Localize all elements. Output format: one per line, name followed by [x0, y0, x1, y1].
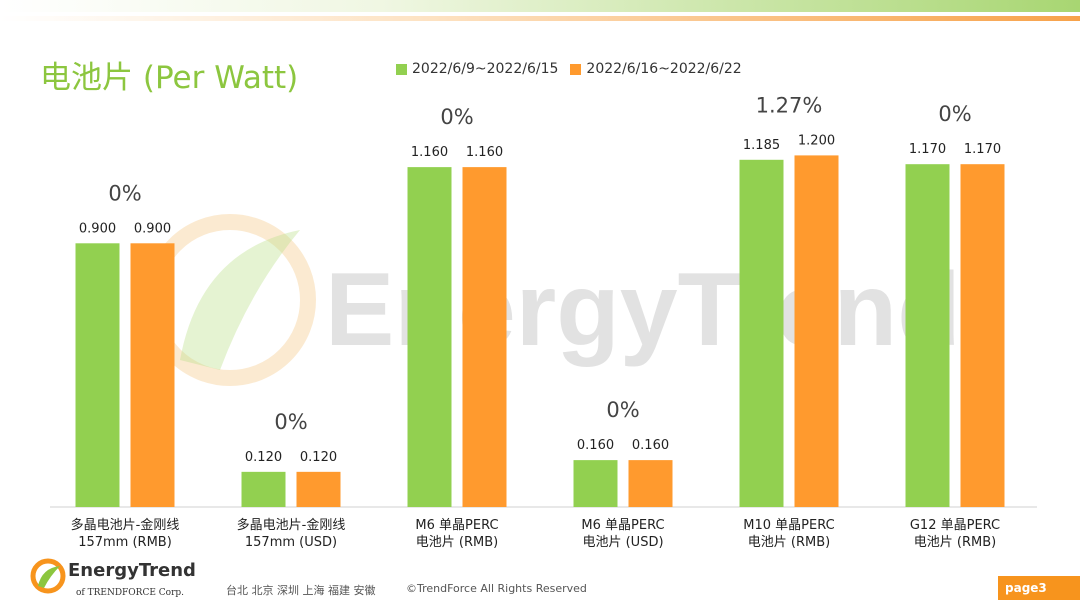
top-accent-bar-orange — [0, 16, 1080, 21]
bar-3-series-1 — [407, 167, 452, 507]
bar-1-series-2 — [130, 243, 175, 508]
x-tick-label-6-line-1: G12 单晶PERC — [910, 518, 1000, 533]
x-tick-label-3-line-1: M6 单晶PERC — [415, 518, 498, 533]
x-tick-label-4-line-2: 电池片 (USD) — [582, 535, 663, 550]
x-tick-label-5-line-1: M10 单晶PERC — [743, 518, 834, 533]
page-title: 电池片 (Per Watt) — [40, 60, 299, 96]
bar-2-series-2 — [296, 471, 341, 507]
bar-value-label-2-series-1: 0.120 — [245, 450, 282, 465]
bar-value-label-6-series-2: 1.170 — [964, 142, 1001, 157]
bar-5-series-2 — [794, 155, 839, 507]
bar-value-label-3-series-1: 1.160 — [411, 145, 448, 160]
bar-value-label-6-series-1: 1.170 — [909, 142, 946, 157]
x-tick-label-2-line-1: 多晶电池片-金刚线 — [237, 517, 346, 533]
x-tick-label-1-line-1: 多晶电池片-金刚线 — [71, 517, 180, 533]
bar-6-series-1 — [905, 164, 950, 507]
bar-value-label-2-series-2: 0.120 — [300, 450, 337, 465]
change-label-3: 0% — [440, 105, 473, 129]
bar-value-label-4-series-2: 0.160 — [632, 438, 669, 453]
x-tick-label-5-line-2: 电池片 (RMB) — [748, 535, 830, 550]
bar-value-label-5-series-1: 1.185 — [743, 138, 780, 153]
footer-copyright: ©TrendForce All Rights Reserved — [406, 582, 587, 595]
bar-value-label-1-series-2: 0.900 — [134, 221, 171, 236]
bar-4-series-1 — [573, 460, 618, 507]
bar-4-series-2 — [628, 460, 673, 507]
bar-value-label-5-series-2: 1.200 — [798, 133, 835, 148]
x-tick-label-2-line-2: 157mm (USD) — [245, 535, 337, 550]
bar-value-label-4-series-1: 0.160 — [577, 438, 614, 453]
x-tick-label-3-line-2: 电池片 (RMB) — [416, 535, 498, 550]
bar-3-series-2 — [462, 167, 507, 507]
bar-5-series-1 — [739, 159, 784, 508]
footer-cities: 台北 北京 深圳 上海 福建 安徽 — [226, 584, 376, 597]
legend-label-series-2: 2022/6/16~2022/6/22 — [586, 61, 742, 77]
bar-1-series-1 — [75, 243, 120, 508]
bars-layer: 0.900 0.900 0% 多晶电池片-金刚线 157mm (RMB) 0.120 0.1… — [71, 93, 1005, 550]
legend-item-series-1: 2022/6/9~2022/6/15 — [396, 61, 558, 77]
legend-item-series-2: 2022/6/16~2022/6/22 — [570, 61, 742, 77]
top-accent-bar-green — [0, 0, 1080, 12]
energytrend-logo-icon — [30, 558, 66, 594]
logo-subtext: of TRENDFORCE Corp. — [76, 588, 184, 598]
watermark: EnergyTrend — [144, 214, 961, 386]
change-label-2: 0% — [274, 410, 307, 434]
legend-swatch-series-2 — [570, 63, 582, 75]
change-label-4: 0% — [606, 398, 639, 422]
bar-value-label-3-series-2: 1.160 — [466, 145, 503, 160]
change-label-6: 0% — [938, 102, 971, 126]
legend-swatch-series-1 — [396, 63, 407, 75]
watermark-leaf-icon — [180, 230, 300, 370]
legend-label-series-1: 2022/6/9~2022/6/15 — [412, 61, 559, 77]
bar-value-label-1-series-1: 0.900 — [79, 221, 116, 236]
change-label-1: 0% — [108, 181, 141, 205]
change-label-5: 1.27% — [756, 93, 823, 117]
x-tick-label-1-line-2: 157mm (RMB) — [78, 535, 172, 550]
x-tick-label-6-line-2: 电池片 (RMB) — [914, 535, 996, 550]
page-number-badge: page3 — [998, 576, 1080, 600]
footer-logo: EnergyTrend of TRENDFORCE Corp. — [30, 556, 200, 602]
logo-text: EnergyTrend — [68, 560, 196, 581]
bar-6-series-2 — [960, 164, 1005, 507]
chart-legend: 2022/6/9~2022/6/15 2022/6/16~2022/6/22 — [396, 61, 754, 77]
x-tick-label-4-line-1: M6 单晶PERC — [581, 518, 664, 533]
bar-2-series-1 — [241, 471, 286, 507]
